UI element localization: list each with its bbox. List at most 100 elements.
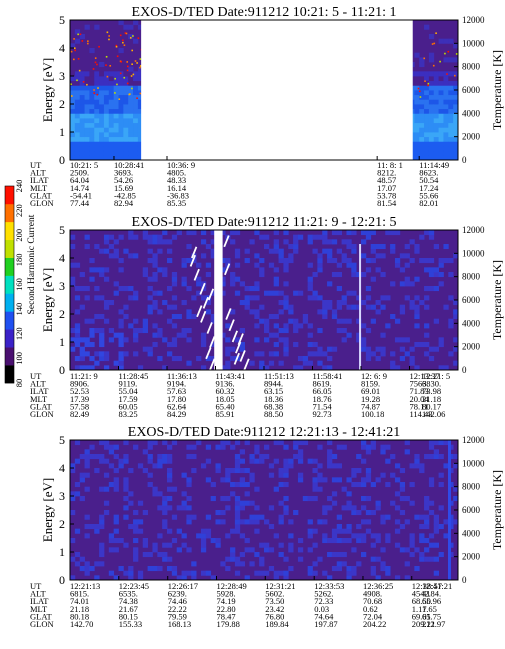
- spectrogram-cell: [356, 295, 362, 301]
- spectrogram-cell: [84, 449, 90, 455]
- data-artefact: [189, 254, 196, 267]
- spectrogram-cell: [433, 127, 439, 133]
- spectrogram-cell: [453, 85, 459, 91]
- spectrogram-cell: [123, 286, 129, 292]
- spectrogram-cell: [200, 547, 207, 553]
- spectrogram-cell: [128, 132, 134, 138]
- spectrogram-cell: [220, 365, 226, 371]
- spectrogram-cell: [103, 267, 110, 273]
- spectrogram-cell: [433, 542, 439, 548]
- spectrogram-cell: [433, 244, 439, 250]
- spectrogram-cell: [210, 248, 216, 254]
- ephemeris-cell: 114.43: [410, 409, 433, 419]
- spectrogram-cell: [142, 272, 148, 278]
- spectrogram-cell: [137, 132, 144, 138]
- ephemeris-row-label: UT: [30, 371, 42, 381]
- spectrogram-cell: [108, 108, 115, 114]
- spectrogram-cell: [249, 500, 255, 506]
- spectrogram-cell: [428, 356, 435, 362]
- spectrogram-cell: [424, 524, 430, 530]
- spectrogram-cell: [453, 122, 459, 128]
- spectrogram-cell: [137, 85, 144, 91]
- spectrogram-cell: [409, 239, 415, 245]
- spectrogram-cell: [254, 314, 260, 320]
- spectrogram-cell: [84, 463, 90, 469]
- spectrogram-cell: [361, 552, 367, 558]
- spectrogram-cell: [351, 505, 357, 511]
- spectrogram-cell: [99, 547, 105, 553]
- spectrogram-cell: [453, 337, 459, 343]
- spectrogram-cell: [181, 500, 187, 506]
- spectrogram-cell: [307, 295, 313, 301]
- spectrogram-cell: [283, 258, 289, 264]
- spectrogram-cell: [215, 542, 221, 548]
- spectrogram-cell: [94, 244, 100, 250]
- spectrogram-cell: [118, 94, 124, 100]
- spectrogram-cell: [443, 99, 449, 105]
- spectrogram-cell: [94, 454, 100, 460]
- ephemeris-cell: 4542.: [412, 589, 431, 599]
- spectrogram-cell: [302, 314, 309, 320]
- spectrogram-cell: [336, 248, 342, 254]
- spectrogram-cell: [191, 575, 197, 581]
- spectrogram-cell: [84, 132, 90, 138]
- ephemeris-cell: 52.53: [70, 386, 89, 396]
- spectrogram-cell: [230, 356, 236, 362]
- spectrogram-cell: [365, 351, 372, 357]
- spectrogram-cell: [94, 155, 100, 161]
- spectrogram-cell: [273, 267, 279, 273]
- spectrogram-cell: [220, 267, 226, 273]
- spectrogram-cell: [278, 360, 284, 366]
- spectrogram-cell: [331, 566, 338, 572]
- spectrogram-cell: [137, 113, 144, 119]
- spectrogram-cell: [94, 267, 100, 273]
- spectrogram-cell: [118, 566, 124, 572]
- spectrogram-cell: [205, 444, 212, 450]
- spectrogram-cell: [424, 230, 430, 236]
- spectrogram-cell: [147, 309, 153, 315]
- spectrogram-cell: [89, 258, 95, 264]
- spectrogram-cell: [428, 234, 435, 240]
- spectrogram-cell: [438, 552, 444, 558]
- spectrogram-cell: [424, 150, 430, 156]
- spectrogram-cell: [356, 482, 362, 488]
- spectrogram-cell: [312, 496, 318, 502]
- ephemeris-cell: 84.29: [167, 409, 186, 419]
- hot-pixel: [79, 33, 82, 36]
- colorbar-swatch: [5, 186, 14, 205]
- spectrogram-cell: [84, 514, 90, 520]
- spectrogram-cell: [346, 570, 352, 576]
- spectrogram-cell: [336, 566, 342, 572]
- spectrogram-cells: [70, 230, 459, 371]
- spectrogram-cell: [167, 454, 173, 460]
- spectrogram-cell: [327, 356, 333, 362]
- spectrogram-cell: [108, 463, 115, 469]
- spectrogram-cell: [133, 90, 139, 96]
- spectrogram-cell: [133, 444, 139, 450]
- spectrogram-cell: [419, 538, 425, 544]
- spectrogram-cell: [103, 351, 110, 357]
- hot-pixel: [96, 63, 98, 66]
- spectrogram-cell: [152, 304, 158, 310]
- spectrogram-cell: [433, 524, 439, 530]
- ephemeris-cell: 100.18: [361, 409, 384, 419]
- spectrogram-cell: [249, 519, 255, 525]
- spectrogram-cell: [147, 444, 153, 450]
- ephemeris-row-label: GLAT: [30, 190, 53, 200]
- spectrogram-cell: [419, 122, 425, 128]
- spectrogram-cell: [443, 108, 449, 114]
- ephemeris-cell: 12:21:13: [70, 581, 100, 591]
- spectrogram-cell: [443, 258, 449, 264]
- spectrogram-cell: [103, 472, 110, 478]
- spectrogram-cell: [84, 85, 90, 91]
- spectrogram-cell: [336, 538, 342, 544]
- spectrogram-cell: [414, 463, 420, 469]
- spectrogram-cell: [438, 90, 444, 96]
- spectrogram-cell: [234, 570, 241, 576]
- spectrogram-cell: [244, 258, 250, 264]
- spectrogram-cell: [123, 304, 129, 310]
- spectrogram-cell: [142, 328, 148, 334]
- colorbar-swatch: [5, 329, 14, 348]
- hot-pixel: [105, 64, 107, 66]
- spectrogram-cell: [268, 472, 275, 478]
